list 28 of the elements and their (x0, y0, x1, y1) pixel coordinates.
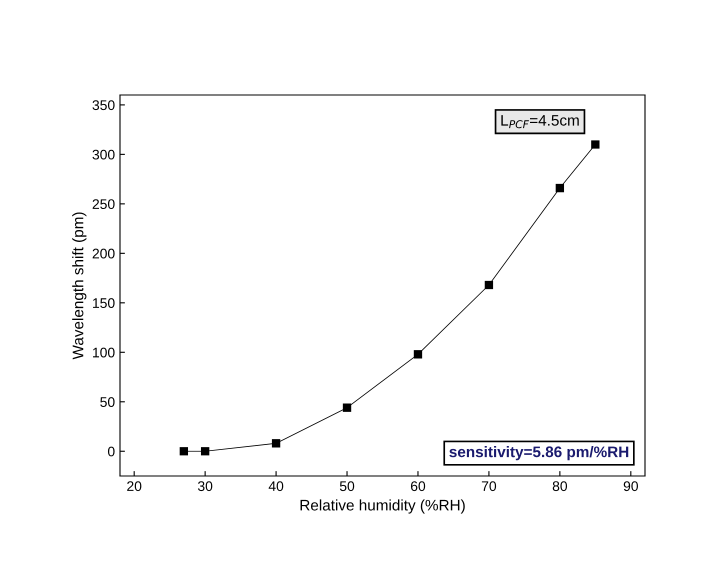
y-tick-label: 250 (92, 199, 115, 210)
y-tick-label: 150 (93, 298, 115, 308)
y-axis-title: Wavelength shift (pm) (72, 212, 86, 360)
point (414, 350, 422, 358)
point (484, 280, 494, 290)
point (180, 447, 188, 456)
point (342, 404, 352, 412)
y-tick-label: 300 (92, 150, 115, 160)
annotation: sensitivity=5.86 pm/%RH (449, 446, 628, 460)
y-tick-label: 350 (92, 100, 115, 110)
x-tick-label: 30 (198, 481, 212, 492)
y-tick-label: 100 (93, 348, 115, 358)
point (591, 140, 600, 149)
x-tick-label: 40 (268, 481, 284, 492)
point (272, 439, 280, 448)
x-tick-label: 80 (552, 481, 568, 492)
point (200, 447, 210, 456)
point (556, 184, 564, 192)
y-tick-label: 0 (108, 446, 115, 456)
x-axis-title: Relative humidity (%RH) (300, 499, 465, 514)
x-tick-label: 20 (127, 481, 142, 492)
x-tick-label: 70 (482, 481, 496, 492)
x-tick-label: 50 (340, 481, 354, 492)
x-tick-label: 60 (410, 481, 426, 492)
annotation: L$_{PCF}$=4.5cm (501, 115, 579, 128)
y-tick-label: 200 (92, 248, 115, 259)
y-tick-label: 50 (100, 397, 115, 407)
x-tick-label: 90 (624, 481, 638, 492)
